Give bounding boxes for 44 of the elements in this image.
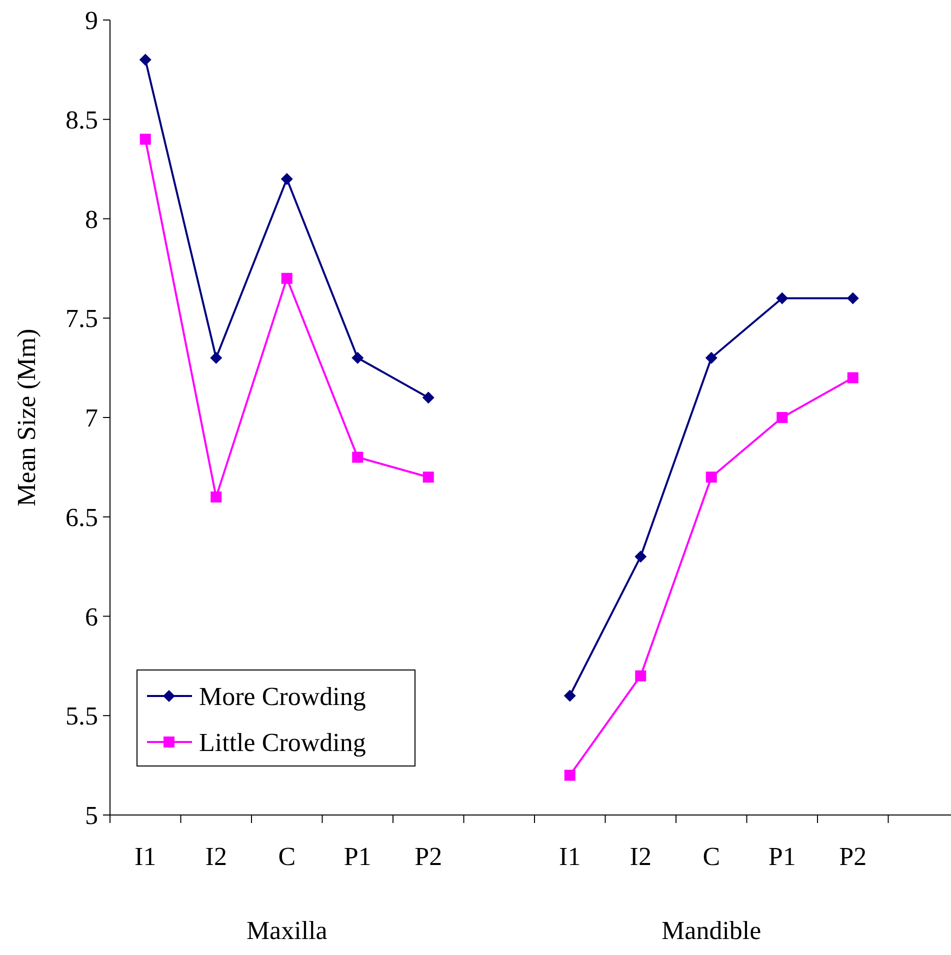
point [210,352,222,364]
y-tick-label: 5.5 [66,702,98,731]
legend-label: Little Crowding [199,728,366,758]
point [210,492,222,502]
x-tick-label: P2 [414,842,442,871]
y-tick-label: 9 [85,6,98,36]
x-tick-label: I1 [559,842,581,871]
point [352,452,364,463]
point [705,352,718,364]
y-tick-label: 6.5 [66,502,98,532]
point [352,352,364,364]
point [422,472,434,483]
x-tick-label: I2 [630,842,652,871]
text: Maxilla [246,916,328,945]
point [422,392,434,404]
point [776,412,788,423]
y-tick-label: 7 [85,404,98,433]
x-tick-label: P2 [839,842,867,871]
point [776,292,788,304]
point [140,134,151,145]
y-tick-label: 7.5 [66,304,98,334]
point [139,54,152,66]
point [564,770,576,781]
x-tick-label: I1 [134,842,156,871]
y-tick-label: 8 [85,204,98,234]
x-tick-label: C [702,842,720,871]
y-tick-label: 5 [85,801,98,830]
y-axis-title: Mean Size (Mm) [12,328,41,506]
x-tick-label: P1 [344,842,372,871]
point [634,550,647,563]
point [564,690,576,702]
point [706,472,717,483]
x-tick-label: P1 [768,842,796,871]
point [635,670,646,682]
point [280,173,293,185]
point [281,272,292,284]
x-tick-label: I2 [205,842,227,871]
y-tick-label: 6 [85,602,98,632]
y-tick-label: 8.5 [66,105,98,134]
x-tick-label: C [278,842,296,871]
text: Mandible [662,916,762,945]
legend-label: More Crowding [199,682,366,712]
point [846,292,859,304]
point [847,372,858,384]
